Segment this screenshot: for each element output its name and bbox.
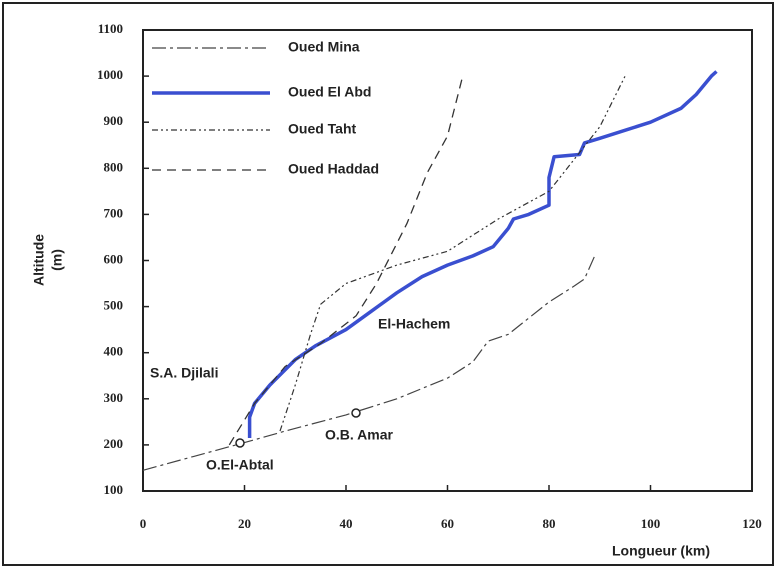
y-axis-label: Altitude [31,234,47,286]
annotation: O.El-Abtal [206,457,274,473]
x-tick-label: 100 [641,516,661,531]
x-tick-label: 0 [140,516,147,531]
y-tick-label: 100 [104,482,124,497]
y-tick-label: 200 [104,436,124,451]
x-tick-label: 20 [238,516,251,531]
y-tick-label: 800 [104,159,124,174]
y-axis-label: (m) [49,249,65,271]
legend-label: Oued Mina [288,39,360,55]
y-tick-label: 700 [104,205,124,220]
annotation: El-Hachem [378,316,450,332]
y-tick-label: 500 [104,298,124,313]
legend-label: Oued Haddad [288,161,379,177]
x-tick-label: 40 [340,516,353,531]
y-tick-label: 1100 [98,21,123,36]
y-tick-label: 900 [104,113,124,128]
x-tick-label: 120 [742,516,762,531]
y-tick-label: 600 [104,251,124,266]
site-marker [351,408,361,418]
x-axis-label: Longueur (km) [612,543,710,559]
x-tick-label: 80 [543,516,556,531]
series-line [279,75,626,432]
annotation: S.A. Djilali [150,365,218,381]
legend-label: Oued El Abd [288,84,371,100]
x-tick-label: 60 [441,516,454,531]
annotation: O.B. Amar [325,427,393,443]
y-tick-label: 1000 [97,67,123,82]
series-line [228,75,464,446]
y-tick-label: 300 [104,390,124,405]
series-line [247,70,718,438]
site-marker [235,438,245,448]
series-line [142,255,596,471]
y-tick-label: 400 [104,344,124,359]
legend-label: Oued Taht [288,121,357,137]
